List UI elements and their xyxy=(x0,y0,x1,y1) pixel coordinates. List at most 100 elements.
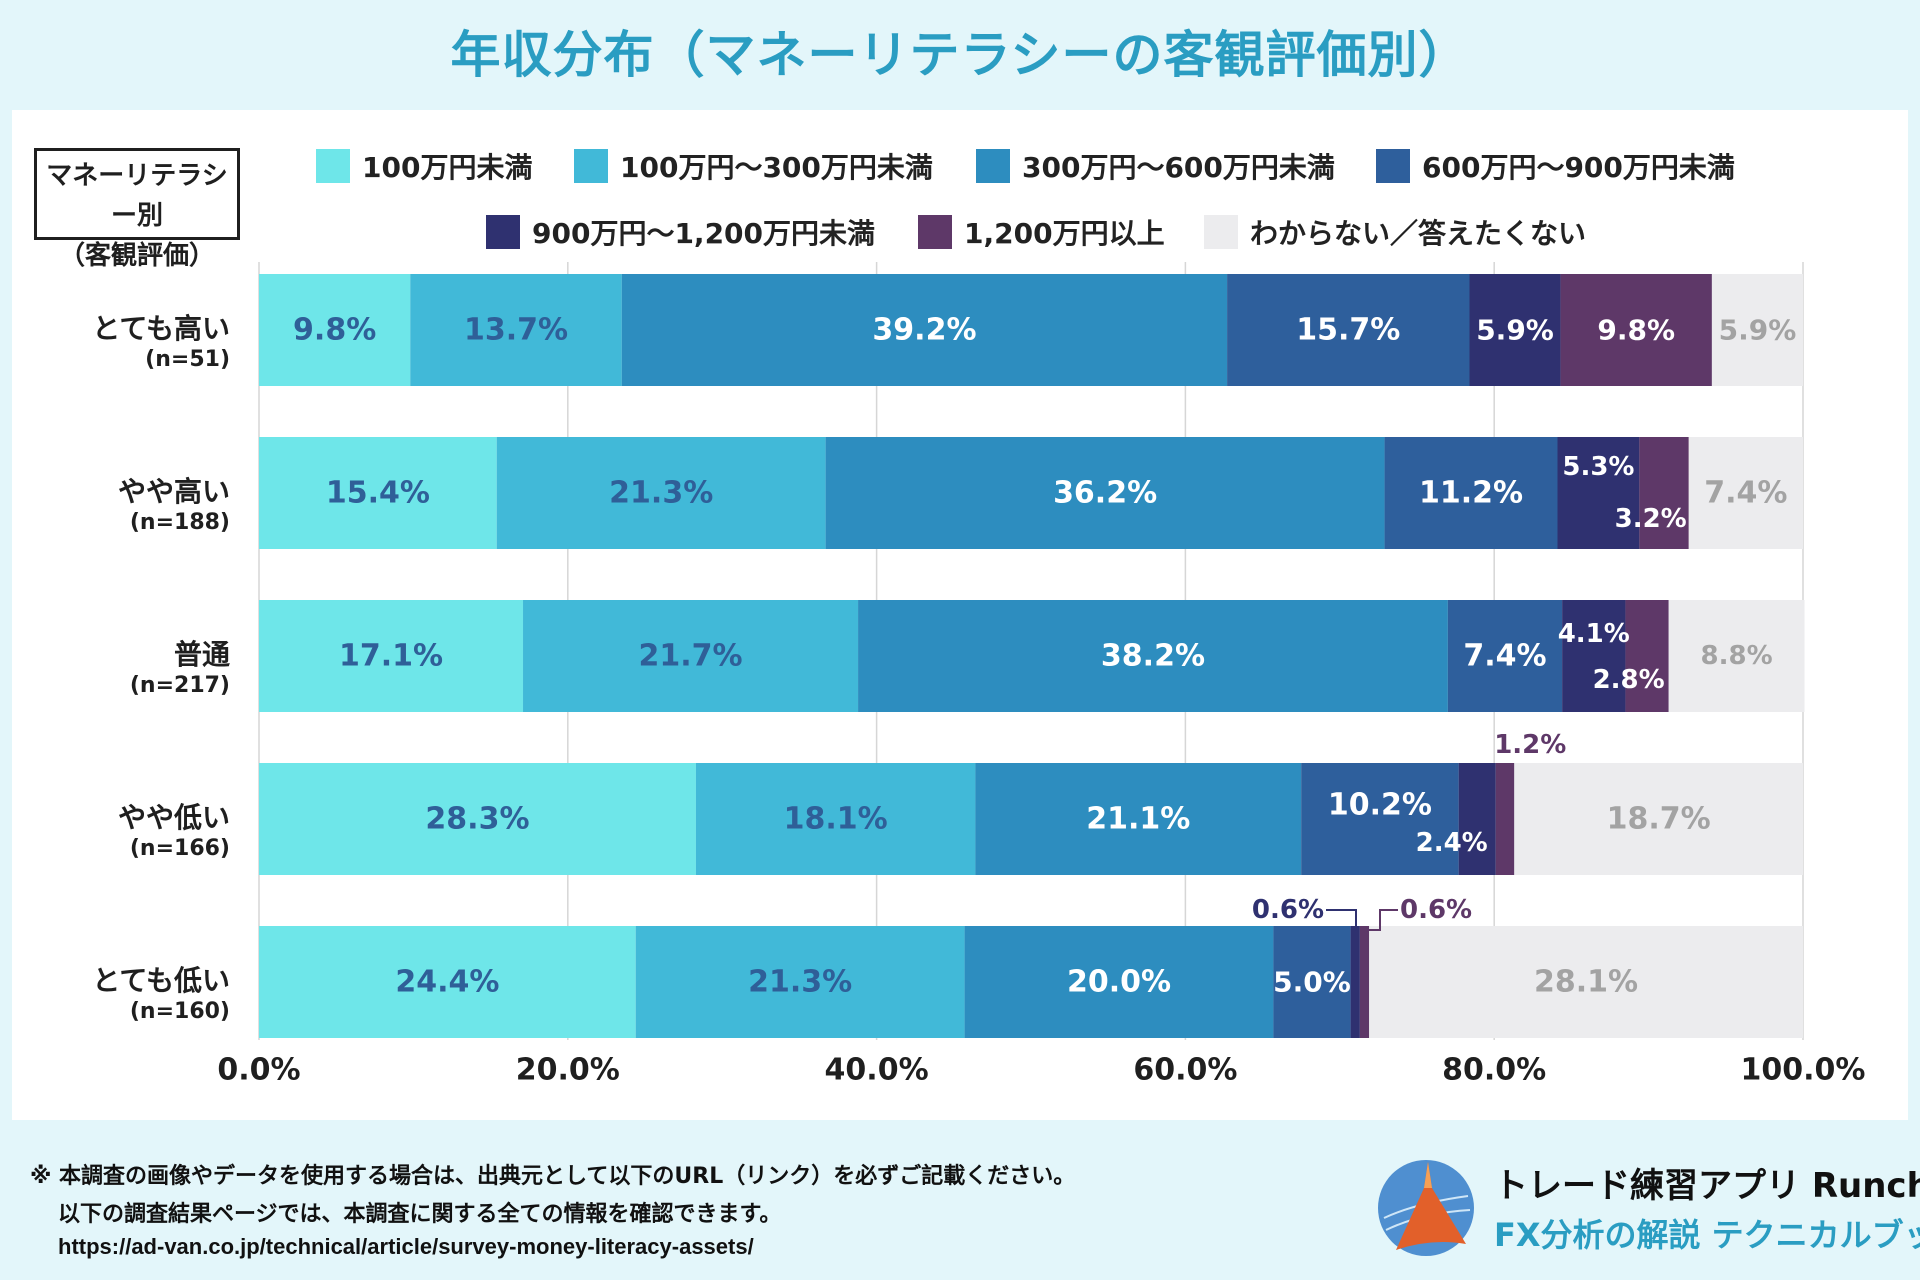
leader-line xyxy=(1326,909,1357,931)
legend-swatch xyxy=(1376,149,1410,183)
legend-item: 100万円～300万円未満 xyxy=(574,148,933,184)
x-tick-label: 60.0% xyxy=(1133,1053,1237,1088)
row-label: やや低い (n=166) xyxy=(0,801,230,863)
value-label: 0.6% xyxy=(1252,895,1324,925)
value-label: 17.1% xyxy=(339,639,443,674)
row-label: やや高い (n=188) xyxy=(0,475,230,537)
value-label: 2.4% xyxy=(1416,828,1488,858)
row-label: とても高い (n=51) xyxy=(0,312,230,374)
value-label: 8.8% xyxy=(1701,641,1773,671)
row-label: とても低い (n=160) xyxy=(0,964,230,1026)
bar-segment xyxy=(621,274,1228,386)
legend-item: 600万円～900万円未満 xyxy=(1376,148,1735,184)
row-label-n: (n=217) xyxy=(129,673,230,698)
value-label: 10.2% xyxy=(1328,788,1432,823)
value-label: 5.9% xyxy=(1476,314,1554,347)
value-label: 9.8% xyxy=(293,313,376,348)
bar-segment xyxy=(1227,274,1470,386)
value-label: 13.7% xyxy=(464,313,568,348)
bar-segment xyxy=(975,763,1302,875)
legend-swatch xyxy=(918,215,952,249)
value-label: 7.4% xyxy=(1704,476,1787,511)
bar-segment xyxy=(695,763,976,875)
value-label: 15.4% xyxy=(326,476,430,511)
value-label: 5.3% xyxy=(1562,452,1634,482)
legend-swatch xyxy=(1204,215,1238,249)
bar-segment xyxy=(259,437,497,549)
x-tick-label: 0.0% xyxy=(217,1053,300,1088)
value-label: 38.2% xyxy=(1101,639,1205,674)
value-label: 5.9% xyxy=(1719,314,1797,347)
value-label: 21.3% xyxy=(609,476,713,511)
bar-segment xyxy=(1711,274,1803,386)
value-label: 11.2% xyxy=(1419,476,1523,511)
bar-segment xyxy=(523,600,859,712)
legend-label: わからない／答えたくない xyxy=(1250,217,1587,250)
legend-label: 300万円～600万円未満 xyxy=(1022,151,1335,184)
value-label: 0.6% xyxy=(1400,895,1472,925)
category-header-line2: （客観評価） xyxy=(58,241,215,271)
x-tick-label: 100.0% xyxy=(1741,1053,1866,1088)
value-label: 21.7% xyxy=(639,639,743,674)
row-label-main: やや低い xyxy=(117,801,230,834)
leader-line xyxy=(1364,909,1398,931)
row-label-main: とても低い xyxy=(92,964,230,997)
row-label-main: とても高い xyxy=(92,312,230,345)
bar-segment xyxy=(858,600,1448,712)
bar-segment xyxy=(1301,763,1459,875)
value-label: 28.1% xyxy=(1534,965,1638,1000)
runcha-logo-icon xyxy=(1378,1160,1474,1256)
legend-label: 600万円～900万円未満 xyxy=(1422,151,1735,184)
bar-segment xyxy=(496,437,826,549)
bar-segment xyxy=(1639,437,1689,549)
value-label: 3.2% xyxy=(1615,504,1687,534)
row-label-n: (n=51) xyxy=(145,347,230,372)
legend-item: 100万円未満 xyxy=(316,148,532,184)
value-label: 21.3% xyxy=(748,965,852,1000)
bar-segment xyxy=(410,274,622,386)
bar-segment xyxy=(1557,437,1640,549)
category-header-line1: マネーリテラシー別 xyxy=(46,161,228,231)
legend-label: 100万円～300万円未満 xyxy=(620,151,933,184)
bar-segment xyxy=(964,926,1274,1038)
category-header-box: マネーリテラシー別 （客観評価） xyxy=(34,148,240,271)
x-tick-label: 80.0% xyxy=(1442,1053,1546,1088)
bar-segment xyxy=(1560,274,1712,386)
bar-segment xyxy=(259,926,636,1038)
bar-segment xyxy=(635,926,965,1038)
value-label: 18.7% xyxy=(1607,802,1711,837)
row-label-n: (n=166) xyxy=(129,836,230,861)
bar-segment xyxy=(1688,437,1803,549)
value-label: 5.0% xyxy=(1273,966,1351,999)
x-tick-label: 20.0% xyxy=(516,1053,620,1088)
bar-segment xyxy=(1495,763,1515,875)
value-label: 9.8% xyxy=(1597,314,1675,347)
legend-label: 900万円～1,200万円未満 xyxy=(532,217,876,250)
bar-segment xyxy=(1369,926,1803,1038)
bar-segment xyxy=(1469,274,1561,386)
bar-segment xyxy=(1350,926,1360,1038)
legend-item: わからない／答えたくない xyxy=(1204,214,1586,250)
row-label-main: 普通 xyxy=(173,638,230,671)
usage-note-2: 以下の調査結果ページでは、本調査に関する全ての情報を確認できます。 xyxy=(58,1202,782,1227)
row-label-n: (n=188) xyxy=(129,510,230,535)
chart-title: 年収分布（マネーリテラシーの客観評価別） xyxy=(450,26,1470,84)
value-label: 24.4% xyxy=(395,965,499,1000)
bar-segment xyxy=(1625,600,1669,712)
legend-swatch xyxy=(976,149,1010,183)
legend-swatch xyxy=(316,149,350,183)
x-tick-label: 40.0% xyxy=(825,1053,929,1088)
value-label: 21.1% xyxy=(1086,802,1190,837)
bar-segment xyxy=(1458,763,1496,875)
value-label: 15.7% xyxy=(1296,313,1400,348)
value-label: 2.8% xyxy=(1593,665,1665,695)
value-label: 20.0% xyxy=(1067,965,1171,1000)
bar-segment xyxy=(259,600,524,712)
value-label: 36.2% xyxy=(1053,476,1157,511)
value-label: 18.1% xyxy=(784,802,888,837)
usage-note: ※ 本調査の画像やデータを使用する場合は、出典元として以下のURL（リンク）を必… xyxy=(30,1164,1076,1189)
legend-label: 100万円未満 xyxy=(362,151,533,184)
value-label: 28.3% xyxy=(425,802,529,837)
value-label: 1.2% xyxy=(1494,730,1566,760)
